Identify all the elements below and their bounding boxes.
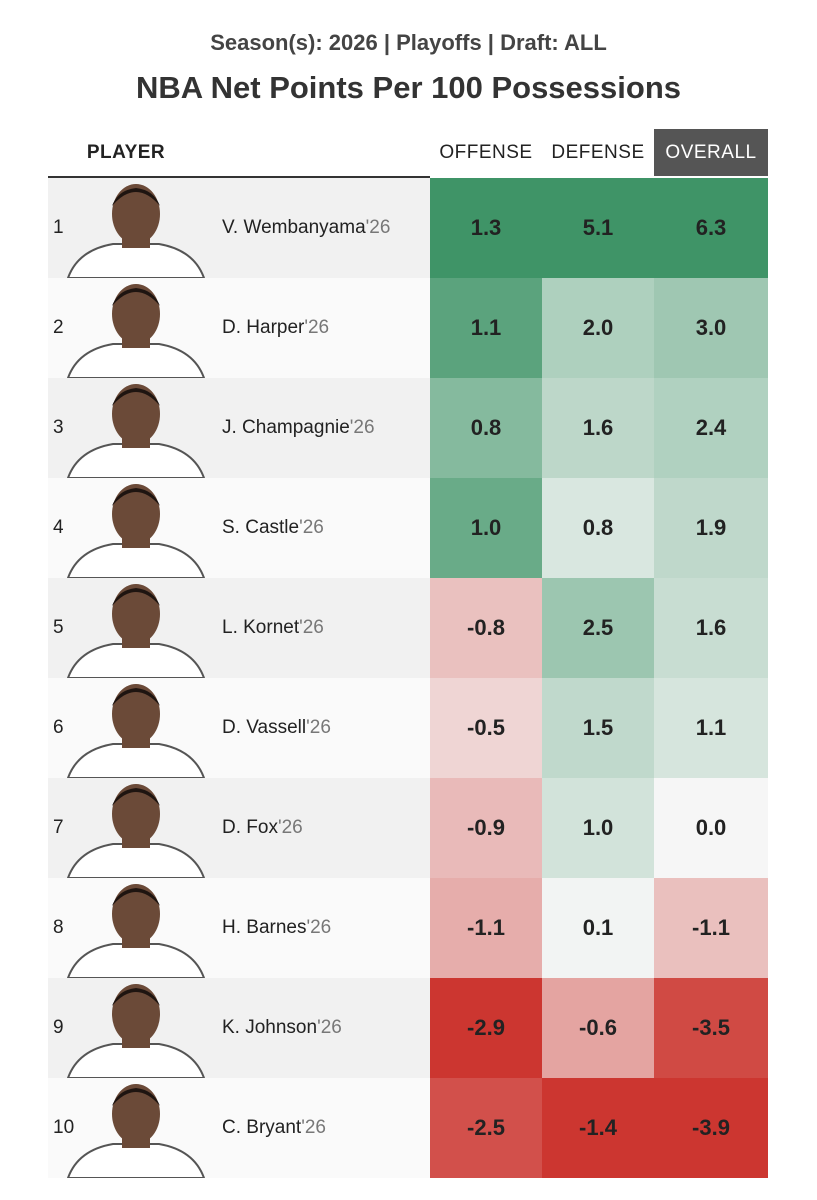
player-photo (66, 784, 206, 878)
defense-value: 5.1 (542, 178, 654, 278)
rank: 6 (53, 717, 64, 738)
draft-year: '26 (306, 917, 332, 938)
header-rule (48, 176, 430, 178)
title: NBA Net Points Per 100 Possessions (136, 70, 681, 105)
overall-value: 1.6 (654, 578, 768, 678)
overall-value: 3.0 (654, 278, 768, 378)
overall-value: 1.9 (654, 478, 768, 578)
offense-value: 1.3 (430, 178, 542, 278)
offense-value: -1.1 (430, 878, 542, 978)
column-header: OFFENSE (439, 142, 533, 163)
offense-value: -0.8 (430, 578, 542, 678)
draft-year: '26 (301, 1117, 326, 1138)
player-name-text: V. Wembanyama (222, 217, 366, 238)
offense-value: -0.5 (430, 678, 542, 778)
player-name-text: L. Kornet (222, 617, 300, 638)
player-row: 1 V. Wembanyama'26 (48, 178, 430, 278)
draft-year: '26 (349, 417, 375, 438)
rank: 5 (53, 617, 64, 638)
player-row: 2 D. Harper'26 (48, 278, 430, 378)
defense-value: 1.6 (542, 378, 654, 478)
offense-value: -2.9 (430, 978, 542, 1078)
rank: 8 (53, 917, 64, 938)
player-name: D. Vassell'26 (222, 678, 331, 778)
overall-value: -3.9 (654, 1078, 768, 1178)
player-name: L. Kornet'26 (222, 578, 324, 678)
draft-year: '26 (365, 217, 391, 238)
player-photo (66, 184, 206, 278)
player-name-text: J. Champagnie (222, 417, 350, 438)
player-name-text: K. Johnson (222, 1017, 318, 1038)
overall-value: 2.4 (654, 378, 768, 478)
player-name: D. Harper'26 (222, 278, 329, 378)
offense-value: -0.9 (430, 778, 542, 878)
player-row: 3 J. Champagnie'26 (48, 378, 430, 478)
defense-value: -1.4 (542, 1078, 654, 1178)
player-name: K. Johnson'26 (222, 978, 342, 1078)
offense-value: -2.5 (430, 1078, 542, 1178)
player-photo (66, 484, 206, 578)
player-row: 6 D. Vassell'26 (48, 678, 430, 778)
overall-value: 6.3 (654, 178, 768, 278)
draft-year: '26 (304, 317, 330, 338)
player-name: D. Fox'26 (222, 778, 303, 878)
draft-year: '26 (299, 617, 324, 638)
rank: 2 (53, 317, 64, 338)
rank: 10 (53, 1117, 75, 1138)
player-photo (66, 1084, 206, 1178)
player-row: 5 L. Kornet'26 (48, 578, 430, 678)
overall-value: 1.1 (654, 678, 768, 778)
rank: 9 (53, 1017, 64, 1038)
rank: 4 (53, 517, 64, 538)
offense-value: 0.8 (430, 378, 542, 478)
player-name-text: S. Castle (222, 517, 300, 538)
player-row: 10 C. Bryant'26 (48, 1078, 430, 1178)
player-name: H. Barnes'26 (222, 878, 331, 978)
column-header: DEFENSE (551, 142, 645, 163)
player-name-text: C. Bryant (222, 1117, 302, 1138)
overall-value: -1.1 (654, 878, 768, 978)
rank: 7 (53, 817, 64, 838)
player-name-text: D. Vassell (222, 717, 307, 738)
defense-value: 0.1 (542, 878, 654, 978)
defense-value: 2.5 (542, 578, 654, 678)
player-photo (66, 684, 206, 778)
player-photo (66, 584, 206, 678)
player-name: C. Bryant'26 (222, 1078, 326, 1178)
offense-value: 1.0 (430, 478, 542, 578)
player-row: 8 H. Barnes'26 (48, 878, 430, 978)
player-name-text: H. Barnes (222, 917, 307, 938)
player-row: 4 S. Castle'26 (48, 478, 430, 578)
player-name: S. Castle'26 (222, 478, 324, 578)
player-photo (66, 384, 206, 478)
column-header: PLAYER (86, 142, 166, 163)
draft-year: '26 (317, 1017, 342, 1038)
player-photo (66, 984, 206, 1078)
draft-year: '26 (299, 517, 324, 538)
draft-year: '26 (277, 817, 303, 838)
overall-value: 0.0 (654, 778, 768, 878)
rank: 3 (53, 417, 64, 438)
rank: 1 (53, 217, 64, 238)
player-name: J. Champagnie'26 (222, 378, 375, 478)
player-photo (66, 284, 206, 378)
player-row: 9 K. Johnson'26 (48, 978, 430, 1078)
player-name-text: D. Harper (222, 317, 305, 338)
subtitle: Season(s): 2026 | Playoffs | Draft: ALL (210, 30, 607, 55)
defense-value: 1.5 (542, 678, 654, 778)
defense-value: 2.0 (542, 278, 654, 378)
player-name: V. Wembanyama'26 (222, 178, 390, 278)
defense-value: 0.8 (542, 478, 654, 578)
column-header: OVERALL (654, 129, 768, 176)
offense-value: 1.1 (430, 278, 542, 378)
draft-year: '26 (306, 717, 331, 738)
player-name-text: D. Fox (222, 817, 278, 838)
defense-value: -0.6 (542, 978, 654, 1078)
overall-value: -3.5 (654, 978, 768, 1078)
player-photo (66, 884, 206, 978)
defense-value: 1.0 (542, 778, 654, 878)
player-row: 7 D. Fox'26 (48, 778, 430, 878)
